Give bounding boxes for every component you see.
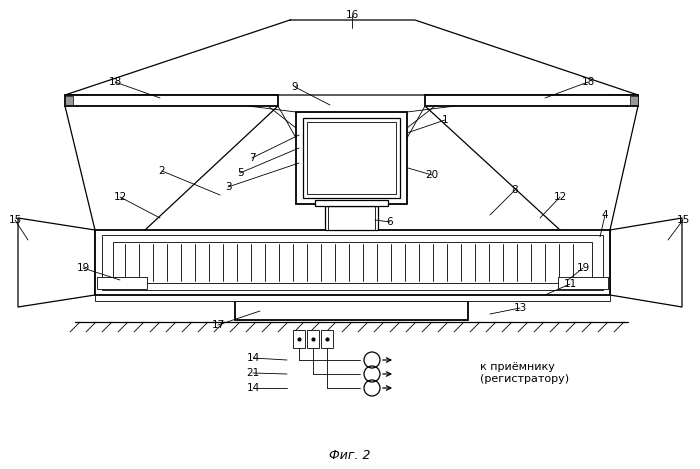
Text: 15: 15 (8, 215, 22, 225)
Bar (630, 96, 638, 105)
Bar (296, 112, 407, 204)
Bar (307, 330, 319, 348)
Text: 12: 12 (554, 192, 566, 202)
Bar (558, 277, 608, 289)
Bar (95, 295, 610, 301)
Text: 14: 14 (246, 353, 260, 363)
Text: 2: 2 (159, 166, 165, 176)
Text: 6: 6 (386, 217, 393, 227)
Bar (65, 96, 73, 105)
Bar (293, 330, 305, 348)
Text: к приёмнику
(регистратору): к приёмнику (регистратору) (480, 362, 569, 384)
Bar (97, 277, 147, 289)
Bar (102, 235, 603, 290)
Bar (307, 122, 396, 194)
Bar (315, 200, 388, 206)
Text: 13: 13 (513, 303, 526, 313)
Bar (328, 206, 375, 230)
Text: 3: 3 (225, 182, 231, 192)
Bar (325, 206, 378, 230)
Text: 4: 4 (602, 210, 608, 220)
Text: 19: 19 (576, 263, 589, 273)
Bar (65, 95, 278, 106)
Text: 7: 7 (248, 153, 256, 163)
Bar (235, 301, 468, 320)
Text: 21: 21 (246, 368, 260, 378)
Bar (113, 242, 592, 283)
Text: 5: 5 (237, 168, 244, 178)
Text: 17: 17 (211, 320, 225, 330)
Bar (321, 330, 333, 348)
Bar (95, 230, 610, 295)
Text: 16: 16 (345, 10, 358, 20)
Text: 20: 20 (426, 170, 439, 180)
Text: 14: 14 (246, 383, 260, 393)
Bar (425, 95, 638, 106)
Text: 18: 18 (108, 77, 122, 87)
Text: Фиг. 2: Фиг. 2 (329, 448, 371, 461)
Text: 12: 12 (113, 192, 127, 202)
Text: 19: 19 (76, 263, 90, 273)
Bar (303, 118, 400, 198)
Text: 8: 8 (512, 185, 518, 195)
Text: 9: 9 (292, 82, 298, 92)
Text: 18: 18 (582, 77, 594, 87)
Text: 1: 1 (442, 115, 448, 125)
Text: 11: 11 (564, 279, 577, 289)
Text: 15: 15 (676, 215, 690, 225)
